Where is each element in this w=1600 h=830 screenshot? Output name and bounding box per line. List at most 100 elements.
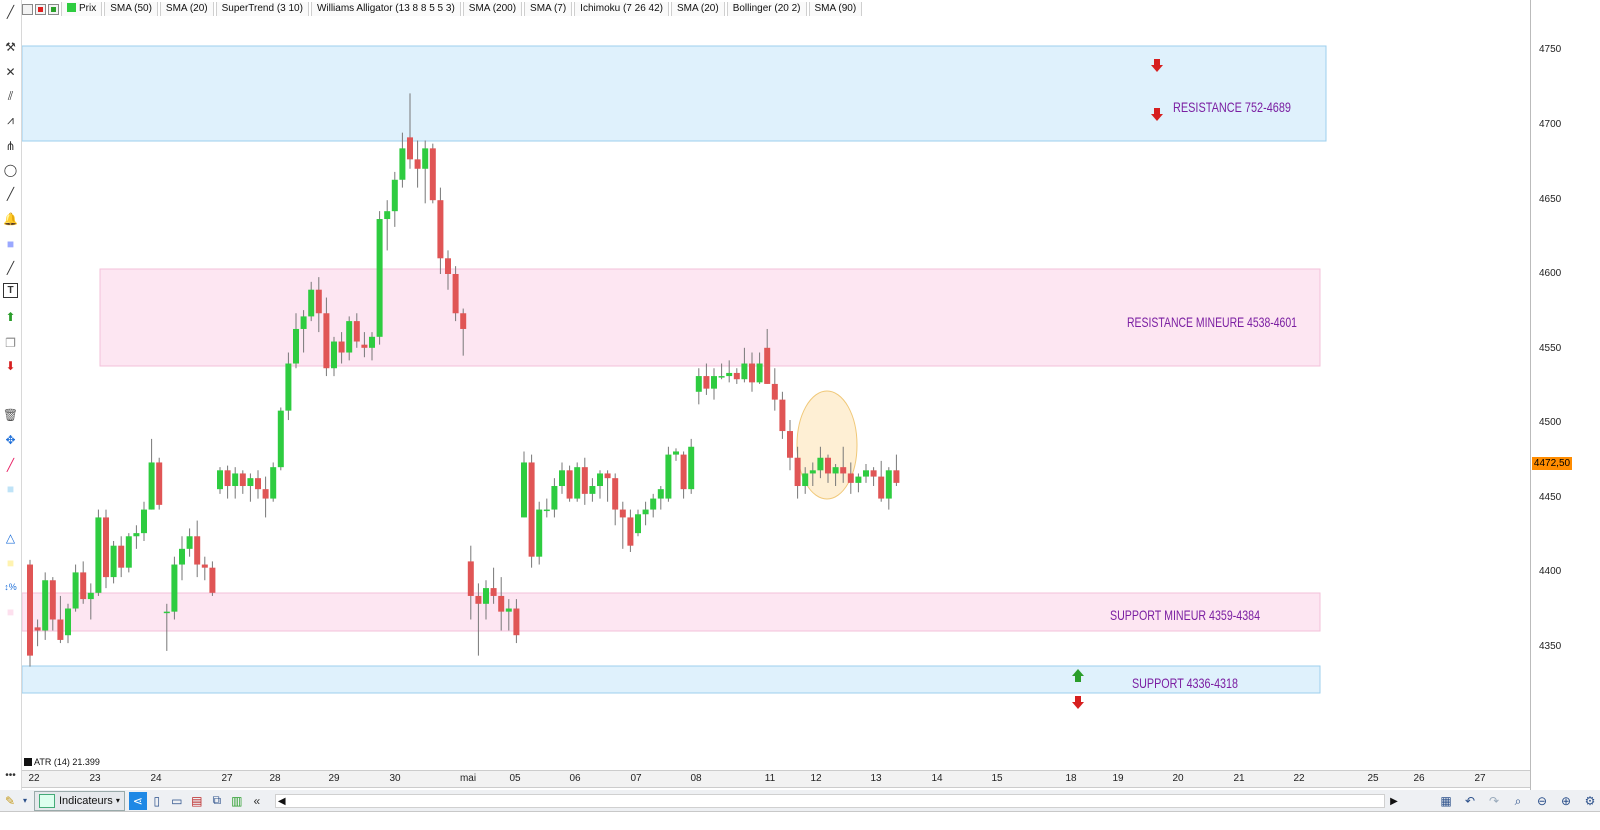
scroll-right-icon[interactable]: ▶ xyxy=(1390,795,1398,807)
zoom-out-icon[interactable]: ⊖ xyxy=(1536,794,1548,808)
arrow-down-tool-icon[interactable]: ⬇ xyxy=(5,358,16,373)
zoom-fit-icon[interactable]: ⌕ xyxy=(1514,793,1522,808)
zoom-in-icon[interactable]: ⊕ xyxy=(1560,794,1572,808)
fill-light-blue-icon[interactable]: ■ xyxy=(6,481,15,496)
more-dots-icon[interactable]: ••• xyxy=(5,770,16,781)
close-chart-icon[interactable] xyxy=(35,3,46,15)
order-icon[interactable]: ▤ xyxy=(191,793,203,808)
horizontal-scrollbar[interactable]: ◀ ▶ xyxy=(274,793,1398,808)
channel-icon[interactable]: ⫽ xyxy=(7,89,14,103)
candle-down xyxy=(262,489,269,499)
candle-down xyxy=(437,200,444,259)
candle-down xyxy=(581,467,588,494)
bottom-toolbar: ✎ ▾ Indicateurs ▾ ⋖ ▯ ▭ ▤ ⧉ ▥ « ◀ ▶ ▦ ↶ … xyxy=(0,790,1600,812)
text-tool-icon[interactable]: T xyxy=(3,283,18,298)
candle-up xyxy=(133,533,140,537)
candle-up xyxy=(293,328,299,364)
indicator-tag[interactable]: SMA (90) xyxy=(808,2,863,16)
candle-up xyxy=(718,376,725,378)
indicator-tag[interactable]: Bollinger (20 2) xyxy=(726,2,807,16)
layout-icon[interactable]: ▯ xyxy=(153,793,161,808)
undo-icon[interactable]: ↶ xyxy=(1464,794,1476,808)
indicator-tag[interactable]: SMA (50) xyxy=(104,2,158,16)
hammer-icon[interactable]: ⚒ xyxy=(5,39,16,54)
window-icon[interactable] xyxy=(22,3,33,15)
candle-up xyxy=(399,148,406,180)
price-tick: 4500 xyxy=(1539,417,1562,428)
candle-up xyxy=(346,321,353,353)
trendline-cross-icon[interactable]: ✕ xyxy=(5,64,16,79)
copy-icon[interactable]: ❐ xyxy=(5,335,16,350)
ray-icon[interactable]: ╱ xyxy=(6,260,15,275)
fibonacci-icon[interactable]: ⩘ xyxy=(7,113,14,127)
indicators-button[interactable]: Indicateurs ▾ xyxy=(34,790,125,811)
chart-plot-area[interactable]: RESISTANCE 752-4689 RESISTANCE MINEURE 4… xyxy=(22,18,1530,753)
candle-down xyxy=(239,473,246,487)
percent-icon[interactable]: ↕% xyxy=(4,581,17,592)
move-icon[interactable]: ✥ xyxy=(5,432,16,447)
arrow-up-icon[interactable] xyxy=(48,3,59,15)
trash-icon[interactable]: 🗑 xyxy=(2,407,19,422)
indicator-tag[interactable]: Williams Alligator (13 8 8 5 5 3) xyxy=(310,2,461,16)
scroll-left-icon[interactable]: ◀ xyxy=(277,795,286,807)
candle-up xyxy=(110,545,117,578)
candle-down xyxy=(353,321,360,342)
alert-bell-icon[interactable]: 🔔 xyxy=(3,211,18,226)
candle-up xyxy=(741,363,748,380)
candle-up xyxy=(331,341,337,369)
calendar-icon[interactable]: ▦ xyxy=(1440,794,1452,808)
zone-support xyxy=(22,665,1321,694)
screens-icon[interactable]: ⧉ xyxy=(212,793,222,807)
trade-icon[interactable]: ▥ xyxy=(231,793,243,808)
redo-icon[interactable]: ↷ xyxy=(1488,794,1500,808)
date-tick: 15 xyxy=(991,773,1003,784)
date-tick: 12 xyxy=(810,773,822,784)
chat-icon[interactable]: ▭ xyxy=(171,793,183,808)
arrow-up-tool-icon[interactable]: ⬆ xyxy=(5,309,16,324)
candle-up xyxy=(422,148,429,169)
candle-up xyxy=(125,536,132,568)
date-axis[interactable]: 22 23 24 27 28 29 30 mai 05 06 07 08 11 … xyxy=(22,770,1530,788)
share-button[interactable]: ⋖ xyxy=(128,791,147,810)
candle-down xyxy=(201,564,208,568)
indicator-tag[interactable]: Ichimoku (7 26 42) xyxy=(574,2,669,16)
candle-down xyxy=(209,567,216,593)
pointer-icon[interactable]: ╱ xyxy=(6,4,15,19)
sell-arrow-icon xyxy=(1151,59,1163,72)
candle-down xyxy=(764,347,771,384)
candle-down xyxy=(612,478,619,510)
candle-down xyxy=(315,289,322,314)
triangle-icon[interactable]: △ xyxy=(5,530,16,545)
line-icon[interactable]: ╱ xyxy=(6,186,15,201)
indicator-tag[interactable]: Prix xyxy=(61,2,103,16)
indicator-tag[interactable]: SMA (20) xyxy=(671,2,725,16)
ellipse-icon[interactable]: ◯ xyxy=(3,162,18,177)
color-pen-icon[interactable]: ╱ xyxy=(6,457,15,472)
candle-up xyxy=(300,316,307,329)
dropdown-arrow-icon[interactable]: ▾ xyxy=(22,796,27,805)
indicator-tag[interactable]: SMA (7) xyxy=(524,2,573,16)
rectangle-icon[interactable]: ■ xyxy=(6,236,15,251)
candle-down xyxy=(445,258,451,274)
drawing-mode-icon[interactable]: ✎ xyxy=(4,793,16,808)
candle-down xyxy=(870,470,877,477)
indicator-tag[interactable]: SMA (20) xyxy=(159,2,214,16)
candle-up xyxy=(642,509,649,515)
indicator-tag[interactable]: SuperTrend (3 10) xyxy=(215,2,309,16)
candle-down xyxy=(27,564,33,656)
buy-arrow-icon xyxy=(1072,669,1084,682)
price-axis[interactable]: 4750 4700 4650 4600 4550 4500 4450 4400 … xyxy=(1530,0,1600,790)
candle-up xyxy=(270,467,277,499)
candle-down xyxy=(794,457,801,487)
settings-icon[interactable]: ⚙ xyxy=(1584,794,1596,808)
fill-pink-icon[interactable]: ■ xyxy=(6,604,15,619)
candle-up xyxy=(391,179,398,212)
date-tick: 11 xyxy=(764,773,776,784)
pitchfork-icon[interactable]: ⋔ xyxy=(5,138,16,153)
fill-yellow-icon[interactable]: ■ xyxy=(6,555,15,570)
candle-down xyxy=(840,467,847,474)
current-price-flag: 4472,50 xyxy=(1532,457,1572,470)
candle-down xyxy=(34,627,41,631)
indicator-tag[interactable]: SMA (200) xyxy=(462,2,523,16)
rewind-icon[interactable]: « xyxy=(253,793,261,808)
